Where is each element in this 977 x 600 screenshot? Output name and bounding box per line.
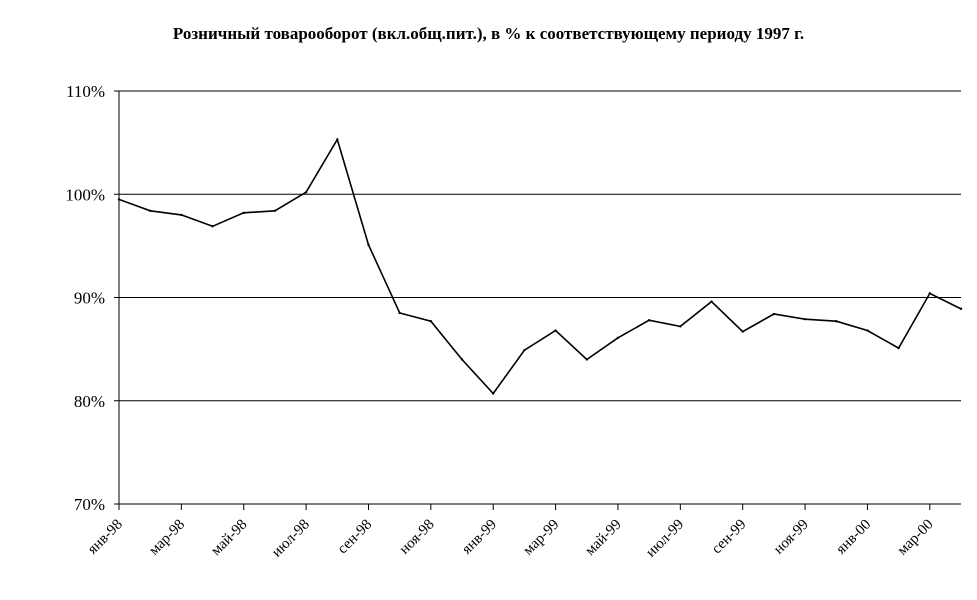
data-point [148,209,152,212]
y-tick-label: 110% [66,82,105,101]
data-point [211,225,214,228]
data-point [242,211,245,215]
data-point [273,209,277,212]
data-point [959,307,963,311]
x-axis-ticks: янв-98 мар-98 май-98 июл-98 сен-98 ноя-98 янв-… [85,504,937,561]
x-tick-label: ноя-98 [397,517,438,558]
y-tick-label: 90% [74,289,105,308]
data-point [554,329,557,332]
data-point [772,312,776,316]
data-point [647,319,651,322]
data-point [117,198,121,201]
data-point [336,138,339,141]
x-tick-label: сен-98 [335,517,376,558]
x-tick-label: мар-99 [520,517,562,559]
data-point [710,300,713,303]
data-point [928,292,932,295]
data-point [741,330,744,333]
x-tick-label: мар-00 [895,517,937,559]
data-point [523,348,526,352]
x-tick-label: янв-00 [833,517,874,558]
data-point [180,213,183,217]
data-point [460,358,464,361]
data-point [585,358,588,361]
x-tick-label: ноя-99 [771,517,812,558]
gridlines [119,90,961,402]
x-tick-label: июл-98 [269,517,313,561]
chart-title: Розничный товарооборот (вкл.общ.пит.), в… [172,24,805,43]
data-point [367,243,370,247]
series-group [117,137,963,395]
y-tick-label: 80% [74,392,105,411]
y-tick-label: 100% [65,185,105,204]
x-tick-label: сен-99 [709,517,750,558]
series-line [118,137,962,395]
x-tick-label: май-98 [208,517,250,559]
x-tick-label: янв-98 [85,517,126,558]
data-point [304,190,308,194]
data-point [835,320,838,323]
data-point [616,336,620,339]
data-point [803,317,807,321]
data-point [866,329,869,332]
x-tick-label: май-99 [582,517,624,559]
data-point [492,392,495,395]
data-point [398,311,401,315]
data-point [897,346,900,350]
data-point [679,325,682,328]
y-tick-label: 70% [74,495,105,514]
y-axis-ticks: 70% 80% 90% 100% 110% [65,82,119,514]
x-tick-label: янв-99 [459,517,500,558]
data-point [429,320,433,323]
x-tick-label: мар-98 [146,517,188,559]
x-tick-label: июл-99 [643,517,687,561]
